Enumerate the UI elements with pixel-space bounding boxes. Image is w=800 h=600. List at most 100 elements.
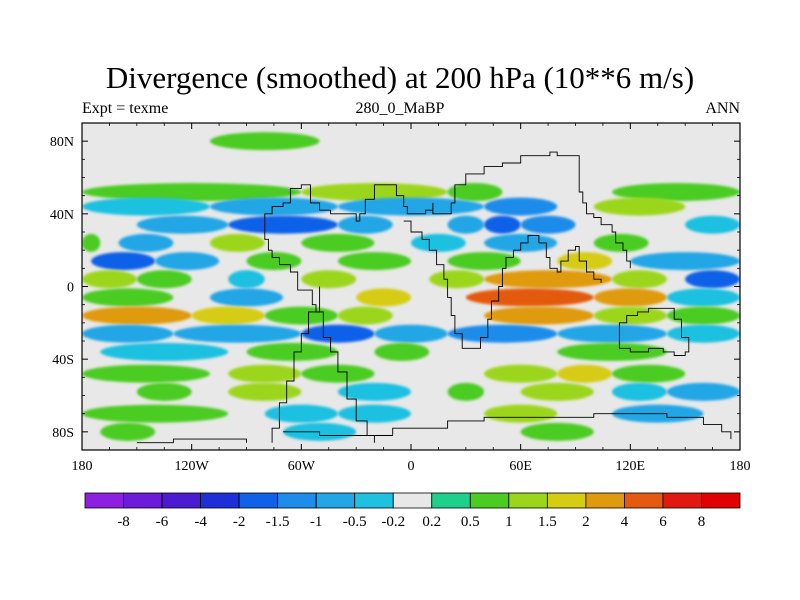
field-blob-6-1	[136, 270, 192, 289]
colorbar-label-9: 0.5	[461, 514, 480, 530]
field-blob-4-2	[209, 233, 265, 252]
colorbar: -8 -6 -4 -2 -1.5 -1 -0.5 -0.2 0.2 0.5 1 1.5 2 4 6 8	[84, 492, 741, 530]
field-blob-8-6	[666, 306, 740, 325]
field-blob-8-3	[337, 306, 393, 325]
colorbar-box-4	[238, 492, 279, 509]
y-tick-label-1: 40N	[50, 208, 74, 223]
field-blob-9-1	[173, 324, 302, 343]
colorbar-label-12: 2	[582, 514, 590, 530]
field-blob-13-2	[337, 404, 412, 423]
colorbar-label-5: -1	[310, 514, 323, 530]
coastlines	[136, 151, 732, 444]
field-blob-6-7	[685, 270, 740, 289]
colorbar-label-2: -4	[194, 514, 207, 530]
field-blob-13-0	[82, 404, 229, 423]
field-blob-11-4	[557, 364, 613, 383]
field-blob-9-2	[301, 324, 375, 343]
colorbar-box-3	[200, 492, 240, 509]
field-blob-12-5	[612, 382, 667, 401]
coastline-0	[271, 250, 375, 443]
field-blob-8-2	[264, 306, 338, 325]
field-blob-3-1	[228, 215, 338, 234]
field-blob-5-0	[91, 252, 156, 271]
field-blob-10-1	[246, 342, 338, 361]
field-blob-4-3	[301, 233, 375, 252]
field-blob-9-3	[374, 324, 448, 343]
x-tick-label-1: 120W	[175, 459, 210, 474]
field-blob-5-2	[246, 252, 302, 271]
field-blob-5-6	[630, 252, 740, 271]
field-blob-10-3	[557, 342, 667, 361]
axes: 180 120W 60W 0 60E 120E 180 80N 40N 0 40S 80S	[50, 123, 751, 474]
colorbar-box-10	[469, 492, 510, 509]
field-blob-2-2	[337, 197, 485, 216]
field-blob-2-3	[484, 197, 558, 216]
coastline-2	[264, 151, 631, 269]
field-blob-11-1	[228, 364, 302, 383]
field-blob-6-0	[82, 270, 137, 289]
field-blob-6-3	[301, 270, 357, 289]
field-blob-3-6	[685, 215, 740, 234]
field-blob-12-4	[520, 382, 594, 401]
y-tick-label-0: 80N	[50, 135, 74, 150]
x-tick-label-3: 0	[408, 459, 415, 474]
field-blob-8-4	[484, 306, 594, 325]
colorbar-label-6: -0.5	[343, 514, 367, 530]
field-blob-14-2	[520, 422, 594, 441]
colorbar-box-15	[662, 492, 702, 509]
field-blob-9-5	[557, 324, 667, 343]
colorbar-box-6	[315, 492, 356, 509]
field-blob-1-3	[612, 183, 740, 202]
colorbar-box-9	[431, 492, 471, 509]
field-blob-7-4	[593, 288, 667, 307]
coastline-6	[283, 413, 732, 440]
field-blob-12-1	[228, 382, 302, 401]
colorbar-label-3: -2	[233, 514, 246, 530]
colorbar-box-11	[508, 492, 548, 509]
y-tick-label-2: 0	[67, 281, 74, 296]
x-tick-label-6: 180	[730, 459, 751, 474]
field-blob-7-0	[82, 288, 174, 307]
subtitle-period: 280_0_MaBP	[355, 100, 445, 117]
field-blob-8-0	[82, 306, 192, 325]
field-blob-4-0	[82, 233, 101, 252]
field-blob-12-2	[337, 382, 412, 401]
field-blob-7-1	[209, 288, 284, 307]
colorbar-label-11: 1.5	[538, 514, 557, 530]
field-blob-2-4	[593, 197, 686, 216]
y-tick-label-3: 40S	[52, 353, 74, 368]
field-blob-11-0	[82, 364, 210, 383]
field-blob-7-2	[356, 288, 412, 307]
divergence-field	[82, 132, 740, 441]
colorbar-label-4: -1.5	[266, 514, 290, 530]
chart-title: Divergence (smoothed) at 200 hPa (10**6 …	[105, 60, 695, 95]
field-blob-6-2	[228, 270, 265, 289]
field-blob-5-3	[337, 252, 412, 271]
colorbar-box-13	[585, 492, 625, 509]
field-blob-6-4	[429, 270, 485, 289]
coastline-7	[136, 438, 247, 444]
field-blob-9-6	[666, 324, 740, 343]
colorbar-box-14	[624, 492, 664, 509]
coastline-4	[538, 242, 602, 283]
field-blob-1-2	[447, 183, 503, 202]
coastline-1	[271, 286, 321, 443]
field-blob-0-0	[209, 132, 320, 151]
x-tick-label-0: 180	[72, 459, 93, 474]
field-blob-3-3	[447, 215, 485, 234]
field-blob-6-5	[484, 270, 613, 289]
field-blob-6-6	[612, 270, 667, 289]
field-blob-10-0	[100, 342, 229, 361]
field-blob-8-1	[191, 306, 265, 325]
field-blob-3-5	[520, 215, 576, 234]
x-tick-label-5: 120E	[616, 459, 646, 474]
colorbar-box-12	[546, 492, 587, 509]
field-blob-7-3	[465, 288, 594, 307]
subtitle-experiment: Expt = texme	[82, 100, 169, 117]
y-tick-label-4: 80S	[52, 426, 74, 441]
colorbar-label-0: -8	[117, 514, 130, 530]
field-blob-5-1	[155, 252, 220, 271]
field-blob-4-4	[411, 233, 466, 252]
field-blob-13-1	[264, 404, 338, 423]
